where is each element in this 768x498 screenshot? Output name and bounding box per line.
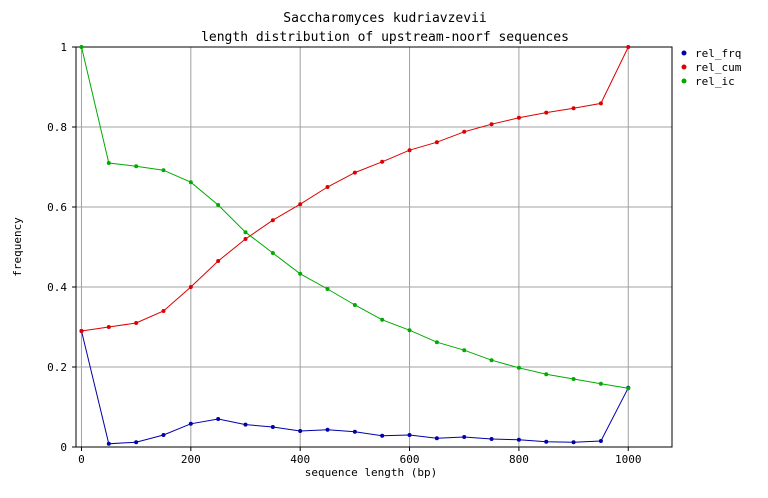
x-tick-label: 1000 (615, 453, 642, 466)
series-group (79, 45, 631, 446)
data-point-rel_ic (598, 381, 603, 386)
x-tick-label: 0 (78, 453, 85, 466)
data-point-rel_ic (216, 203, 221, 207)
data-point-rel_ic (161, 168, 166, 173)
data-point-rel_frq (188, 421, 193, 426)
legend-marker-rel_frq (681, 50, 687, 56)
data-point-rel_cum (161, 309, 166, 313)
data-point-rel_ic (243, 230, 248, 235)
data-point-rel_frq (352, 429, 357, 434)
data-point-rel_ic (188, 180, 193, 185)
data-point-rel_frq (380, 433, 385, 438)
data-point-rel_cum (544, 110, 549, 115)
data-point-rel_frq (298, 429, 303, 433)
data-point-rel_ic (134, 164, 139, 169)
data-point-rel_frq (571, 440, 576, 445)
data-point-rel_cum (134, 321, 139, 325)
y-tick-label: 1 (60, 41, 67, 54)
data-point-rel_ic (434, 340, 439, 345)
data-point-rel_frq (243, 422, 248, 427)
legend-label-rel_cum: rel_cum (695, 61, 742, 74)
chart-title-line-1: Saccharomyces kudriavzevii (283, 11, 487, 26)
x-tick-label: 400 (290, 453, 310, 466)
data-point-rel_cum (516, 115, 521, 120)
x-tick-label: 200 (181, 453, 201, 466)
plot-area-border (75, 46, 673, 448)
x-tick-label: 600 (400, 453, 420, 466)
y-tick-label: 0 (60, 441, 67, 454)
data-point-rel_ic (544, 372, 549, 377)
data-point-rel_frq (407, 433, 412, 437)
data-point-rel_cum (462, 129, 467, 134)
data-point-rel_ic (407, 328, 412, 333)
data-point-rel_frq (544, 439, 549, 444)
data-point-rel_cum (216, 259, 221, 263)
data-point-rel_frq (434, 436, 439, 441)
data-point-rel_ic (352, 303, 357, 307)
data-point-rel_frq (325, 427, 330, 432)
data-point-rel_cum (188, 285, 193, 289)
legend-label-rel_frq: rel_frq (695, 47, 741, 60)
data-point-rel_cum (626, 45, 631, 49)
data-point-rel_cum (79, 329, 84, 333)
data-point-rel_cum (243, 237, 248, 241)
legend-marker-rel_ic (681, 78, 687, 84)
data-point-rel_frq (489, 437, 494, 441)
data-point-rel_frq (270, 425, 275, 429)
data-point-rel_ic (298, 271, 303, 276)
y-tick-label: 0.2 (47, 361, 67, 374)
data-point-rel_frq (598, 439, 603, 443)
data-point-rel_ic (79, 45, 84, 49)
data-point-rel_ic (626, 386, 631, 391)
data-point-rel_frq (516, 437, 521, 442)
data-point-rel_ic (325, 287, 330, 291)
data-point-rel_frq (134, 440, 139, 445)
data-point-rel_cum (298, 202, 303, 207)
data-point-rel_cum (352, 170, 357, 175)
data-point-rel_cum (598, 101, 603, 106)
data-point-rel_frq (216, 417, 221, 421)
data-point-rel_ic (270, 251, 275, 255)
data-point-rel_cum (489, 122, 494, 127)
data-point-rel_ic (462, 348, 467, 353)
y-tick-label: 0.6 (47, 201, 67, 214)
x-tick-label: 800 (509, 453, 529, 466)
data-point-rel_ic (489, 358, 494, 363)
data-point-rel_ic (571, 377, 576, 381)
data-point-rel_cum (325, 185, 330, 189)
chart-title-line-2: length distribution of upstream-noorf se… (201, 30, 569, 45)
axis-ticks: 0 200 400 600 800 1000 0 0.2 0.4 0.6 0.8 1 (47, 41, 641, 466)
y-tick-label: 0.8 (47, 121, 67, 134)
data-point-rel_cum (270, 218, 275, 223)
data-point-rel_ic (516, 365, 521, 370)
legend-marker-rel_cum (681, 64, 687, 70)
data-point-rel_cum (434, 140, 439, 145)
y-tick-label: 0.4 (47, 281, 67, 294)
x-axis-label: sequence length (bp) (305, 466, 437, 479)
data-point-rel_cum (407, 148, 412, 153)
data-point-rel_cum (380, 159, 385, 164)
data-point-rel_cum (106, 325, 111, 329)
data-point-rel_cum (571, 106, 576, 111)
data-point-rel_ic (380, 317, 385, 322)
data-point-rel_ic (106, 161, 111, 165)
data-point-rel_frq (161, 433, 166, 437)
data-point-rel_frq (462, 435, 467, 439)
data-point-rel_frq (106, 441, 111, 446)
legend-label-rel_ic: rel_ic (695, 75, 735, 88)
y-axis-label: frequency (11, 217, 24, 277)
